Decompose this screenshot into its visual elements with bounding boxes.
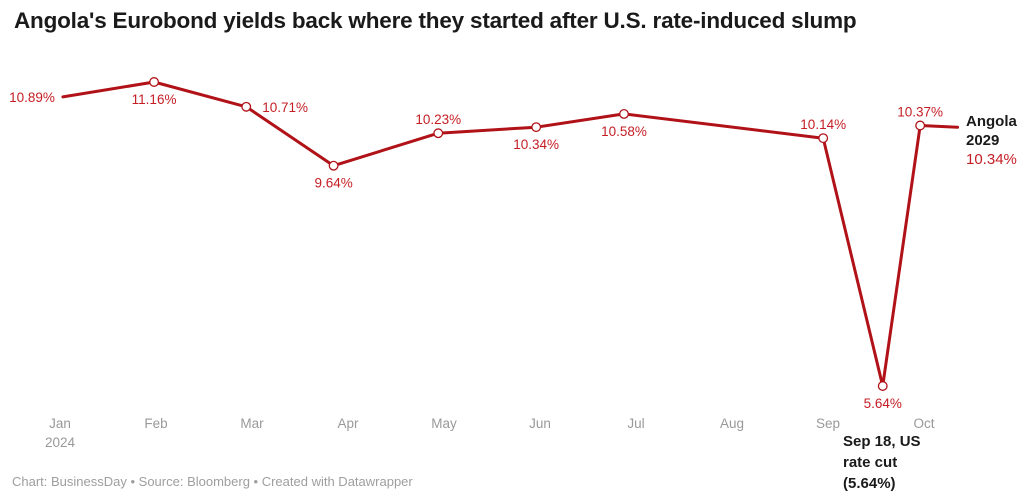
x-axis-label: Oct xyxy=(913,416,935,431)
series-name: Angola 2029 xyxy=(966,113,1017,149)
x-axis-label: May xyxy=(431,416,457,431)
data-point-marker xyxy=(531,122,542,133)
data-point-marker xyxy=(915,120,926,131)
data-point-marker xyxy=(619,108,629,119)
data-point-label: 10.34% xyxy=(513,137,559,152)
x-axis-label: Apr xyxy=(337,416,359,431)
series-end-label: Angola 2029 10.34% xyxy=(966,112,1024,169)
data-point-label: 11.16% xyxy=(132,92,177,107)
data-point-label: 10.23% xyxy=(415,112,461,127)
data-point-marker xyxy=(328,160,339,171)
data-point-marker xyxy=(877,381,888,391)
data-point-label: 10.58% xyxy=(601,124,647,139)
data-point-marker xyxy=(818,133,829,144)
data-point-label: 10.89% xyxy=(9,90,55,105)
data-point-label: 10.71% xyxy=(262,100,308,115)
x-axis-label: Jul xyxy=(627,416,645,431)
x-axis-label: Jan xyxy=(49,416,71,431)
data-point-label: 5.64% xyxy=(864,396,902,411)
rate-cut-annotation-line: rate cut xyxy=(843,454,898,471)
rate-cut-annotation-line: (5.64%) xyxy=(843,475,896,492)
series-end-value: 10.34% xyxy=(966,151,1017,168)
rate-cut-annotation-line: Sep 18, US xyxy=(843,433,921,450)
data-point-label: 10.14% xyxy=(800,117,846,132)
data-point-label: 9.64% xyxy=(314,176,352,191)
chart-footer: Chart: BusinessDay • Source: Bloomberg •… xyxy=(12,474,413,489)
x-axis-label: Feb xyxy=(144,416,168,431)
rate-cut-annotation: Sep 18, US rate cut (5.64%) xyxy=(843,431,921,494)
data-point-label: 10.37% xyxy=(897,105,943,120)
chart-title: Angola's Eurobond yields back where they… xyxy=(14,8,857,33)
x-axis-label: Mar xyxy=(240,416,264,431)
x-axis-year-label: 2024 xyxy=(44,435,76,450)
x-axis-label: Sep xyxy=(815,416,841,431)
x-axis-label: Aug xyxy=(719,416,745,431)
data-point-marker xyxy=(241,101,252,112)
data-point-marker xyxy=(149,77,160,87)
data-point-marker xyxy=(433,128,444,139)
x-axis-label: Jun xyxy=(529,416,551,431)
